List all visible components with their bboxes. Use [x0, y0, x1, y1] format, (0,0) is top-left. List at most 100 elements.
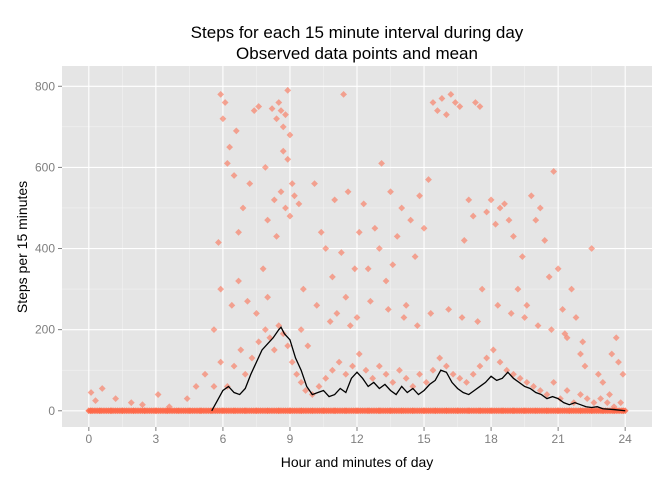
data-point [268, 105, 276, 112]
data-point [331, 196, 339, 204]
data-point [487, 196, 495, 204]
data-point [279, 147, 287, 155]
data-point [561, 330, 569, 338]
data-point [279, 330, 287, 338]
data-point [92, 397, 99, 405]
data-point [422, 378, 430, 386]
data-point [572, 314, 580, 321]
data-point [293, 370, 301, 378]
data-point [496, 204, 504, 212]
data-point [492, 220, 499, 228]
data-point [351, 265, 359, 273]
data-point [621, 407, 629, 415]
data-point [577, 391, 584, 398]
data-point [384, 305, 392, 313]
data-point [210, 383, 218, 390]
data-point [523, 378, 531, 386]
data-point [389, 261, 397, 269]
data-point [402, 301, 410, 309]
x-tick-label: 9 [287, 432, 294, 446]
data-point [543, 391, 551, 398]
data-point [333, 310, 341, 317]
data-point [250, 107, 258, 115]
data-point [284, 155, 292, 163]
data-point [277, 188, 285, 196]
data-point [353, 314, 361, 321]
data-point [362, 366, 370, 374]
data-point [534, 322, 542, 329]
data-point [275, 99, 283, 106]
data-point [244, 297, 251, 305]
data-point [603, 399, 611, 407]
data-point [237, 346, 245, 354]
data-point [232, 127, 240, 135]
chart-title-line1: Steps for each 15 minute interval during… [191, 23, 524, 42]
data-point [192, 383, 200, 390]
data-point [590, 399, 598, 407]
data-point [221, 99, 229, 106]
data-point [427, 310, 435, 317]
data-point [514, 285, 522, 293]
data-point [210, 326, 218, 334]
x-tick-label: 24 [619, 432, 633, 446]
data-point [501, 200, 508, 208]
data-point [594, 370, 602, 378]
data-point [239, 204, 247, 212]
data-point [235, 228, 242, 236]
data-point [98, 385, 106, 392]
data-point [217, 358, 225, 366]
data-point [393, 232, 401, 240]
data-point [315, 383, 323, 390]
data-point [364, 265, 372, 273]
data-point [416, 370, 423, 378]
data-point [518, 253, 526, 261]
chart-title-line2: Observed data points and mean [236, 44, 478, 63]
data-point [581, 362, 589, 370]
data-point [510, 232, 517, 240]
data-point [550, 168, 558, 175]
data-point [456, 374, 464, 382]
data-point [375, 362, 383, 370]
data-point [297, 378, 305, 386]
data-point [201, 370, 209, 378]
data-point [521, 314, 529, 321]
data-point [311, 180, 318, 188]
data-point [277, 107, 285, 115]
data-point [369, 374, 377, 382]
data-point [438, 95, 446, 102]
data-point [456, 103, 464, 110]
data-point [523, 301, 531, 309]
data-point [360, 200, 368, 208]
data-point [255, 338, 263, 346]
y-tick-label: 400 [35, 242, 55, 256]
x-tick-label: 15 [417, 432, 431, 446]
data-point [483, 354, 491, 362]
data-point [588, 245, 596, 252]
data-point [335, 358, 343, 366]
data-point [442, 111, 450, 119]
data-point [434, 107, 441, 115]
x-tick-label: 18 [484, 432, 498, 446]
data-point [442, 362, 450, 370]
data-point [248, 354, 256, 362]
data-point [606, 391, 613, 398]
data-point [342, 370, 350, 378]
x-tick-label: 0 [85, 432, 92, 446]
data-point [282, 204, 289, 212]
data-point [226, 143, 234, 151]
mean-line-group [211, 326, 626, 412]
data-point [496, 358, 504, 366]
data-point [463, 378, 470, 386]
data-point [217, 90, 225, 98]
data-point [337, 249, 345, 256]
data-point [541, 237, 549, 244]
data-point [476, 103, 484, 110]
data-point [398, 204, 406, 212]
data-point [322, 374, 330, 382]
data-point [302, 387, 309, 394]
data-point [246, 180, 254, 188]
data-point [255, 103, 263, 110]
data-point [577, 350, 584, 358]
data-point [407, 216, 415, 224]
data-point [286, 212, 294, 220]
